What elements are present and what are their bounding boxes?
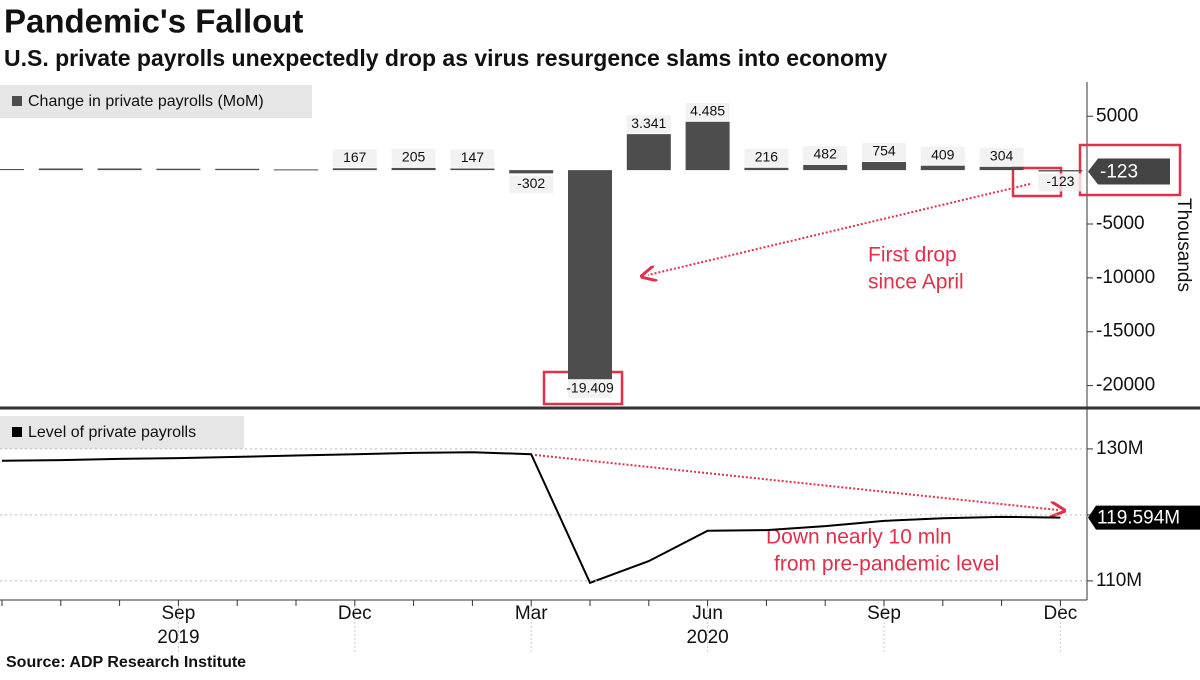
y-tick-label: 110M [1096,570,1142,591]
legend-box [0,85,312,118]
current-value-box [1088,158,1170,185]
bar [568,170,612,380]
y-tick-label: -10000 [1096,267,1155,288]
value-label-bg [626,115,671,134]
value-label-bg [568,380,612,398]
x-year-label: 2020 [686,627,728,648]
bar [1038,170,1083,172]
bar [803,164,848,171]
bar [156,168,201,171]
value-label: 147 [461,149,485,165]
annotation: First drop [868,244,957,267]
value-label: -302 [517,175,545,191]
value-label-bg [685,102,730,121]
annotation-arrow [534,454,1058,510]
y-tick-label: -5000 [1096,213,1145,234]
x-tick-label: Jun [692,603,723,624]
annotation: Down nearly 10 mln [766,526,952,549]
bar [626,134,671,171]
annotation-arrow [648,183,1031,275]
value-label: 216 [755,148,779,164]
bar [0,169,24,171]
value-label: -123 [1046,173,1074,189]
bar [862,161,906,171]
value-label-bg [803,145,848,164]
value-label: 3.341 [631,115,666,131]
y-tick-label: -15000 [1096,321,1155,342]
annotation: since April [868,271,964,294]
bar [38,168,83,171]
value-label: 482 [814,146,838,162]
value-label-bg [332,149,377,168]
bar [685,121,730,171]
legend-label: Level of private payrolls [28,424,196,441]
bar [450,168,495,171]
value-label: 167 [343,149,367,165]
value-label-bg [862,142,906,161]
value-label: 304 [990,148,1014,164]
source: Source: ADP Research Institute [6,654,246,671]
bar [97,168,142,171]
x-tick-label: Dec [338,603,372,624]
annotation: from pre-pandemic level [774,553,999,576]
y-tick-label: -20000 [1096,375,1155,396]
bar [744,167,789,171]
value-label-bg [744,148,789,167]
legend-box [0,416,244,449]
current-value: -123 [1100,161,1138,182]
line [1,451,1061,585]
y-axis-title: Thousands [1173,198,1194,292]
y-tick-label: 5000 [1096,105,1138,126]
value-label-bg [1038,173,1083,192]
x-year-label: 2019 [157,627,199,648]
bar [332,168,377,171]
highlight-box [1078,143,1182,197]
legend-label: Change in private payrolls (MoM) [28,93,264,110]
bar [215,168,260,171]
value-label: 205 [402,149,426,165]
bar [274,169,318,171]
value-label: 754 [872,143,896,159]
value-label-bg [920,146,965,165]
current-value: 119.594M [1097,508,1180,529]
bar [509,170,554,174]
legend-swatch [12,96,22,106]
x-tick-label: Sep [867,603,901,624]
value-label: -19.409 [566,380,614,396]
value-label-bg [509,175,554,194]
x-tick-label: Sep [161,603,195,624]
subtitle: U.S. private payrolls unexpectedly drop … [4,45,887,71]
plot-area [0,121,1083,585]
legend-swatch [12,427,22,437]
bar [391,167,436,171]
x-tick-label: Mar [515,603,548,624]
current-value-box [1088,505,1200,530]
value-label: 4.485 [690,102,725,118]
value-label: 409 [931,146,955,162]
value-label-bg [979,147,1024,166]
value-label-bg [450,149,495,168]
y-tick-label: 130M [1096,438,1144,459]
bar [920,165,965,171]
title: Pandemic's Fallout [4,3,303,40]
bar [979,166,1024,171]
value-label-bg [391,148,436,167]
x-tick-label: Dec [1044,603,1078,624]
